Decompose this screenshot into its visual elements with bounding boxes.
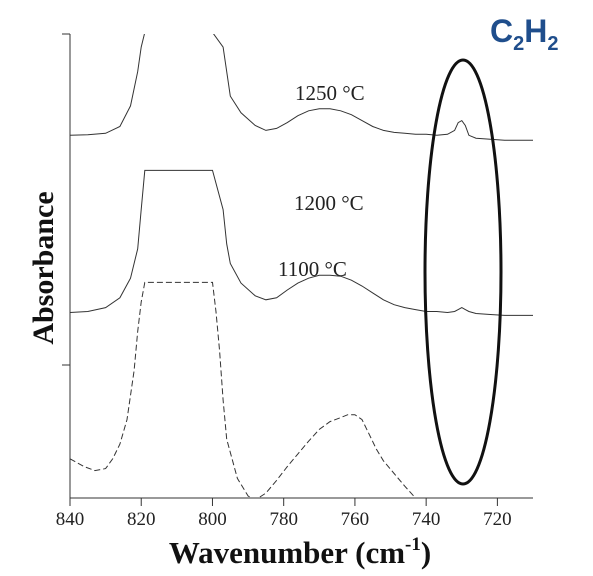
x-tick-label: 780: [269, 509, 298, 530]
series-label-1100: 1100 °C: [278, 257, 347, 281]
series-label-1250: 1250 °C: [295, 81, 365, 105]
y-axis-title: Absorbance: [27, 191, 60, 344]
x-tick-label: 820: [127, 509, 156, 530]
series-line: [70, 281, 417, 498]
x-tick-label: 720: [483, 509, 512, 530]
x-tick-label: 760: [341, 509, 370, 530]
x-tick-label: 840: [56, 509, 85, 530]
series-line: [70, 169, 533, 316]
x-axis-title: Wavenumber (cm-1): [169, 534, 431, 570]
series-line: [70, 34, 533, 141]
x-tick-label: 740: [412, 509, 441, 530]
series-lines: [70, 34, 533, 498]
series-label-1200: 1200 °C: [294, 191, 364, 215]
x-tick-label: 800: [198, 509, 227, 530]
highlight-ellipse: [423, 58, 503, 486]
molecule-label: C2H2: [490, 13, 558, 55]
x-ticks: 840 820 800 780 760 740 720: [56, 498, 512, 530]
